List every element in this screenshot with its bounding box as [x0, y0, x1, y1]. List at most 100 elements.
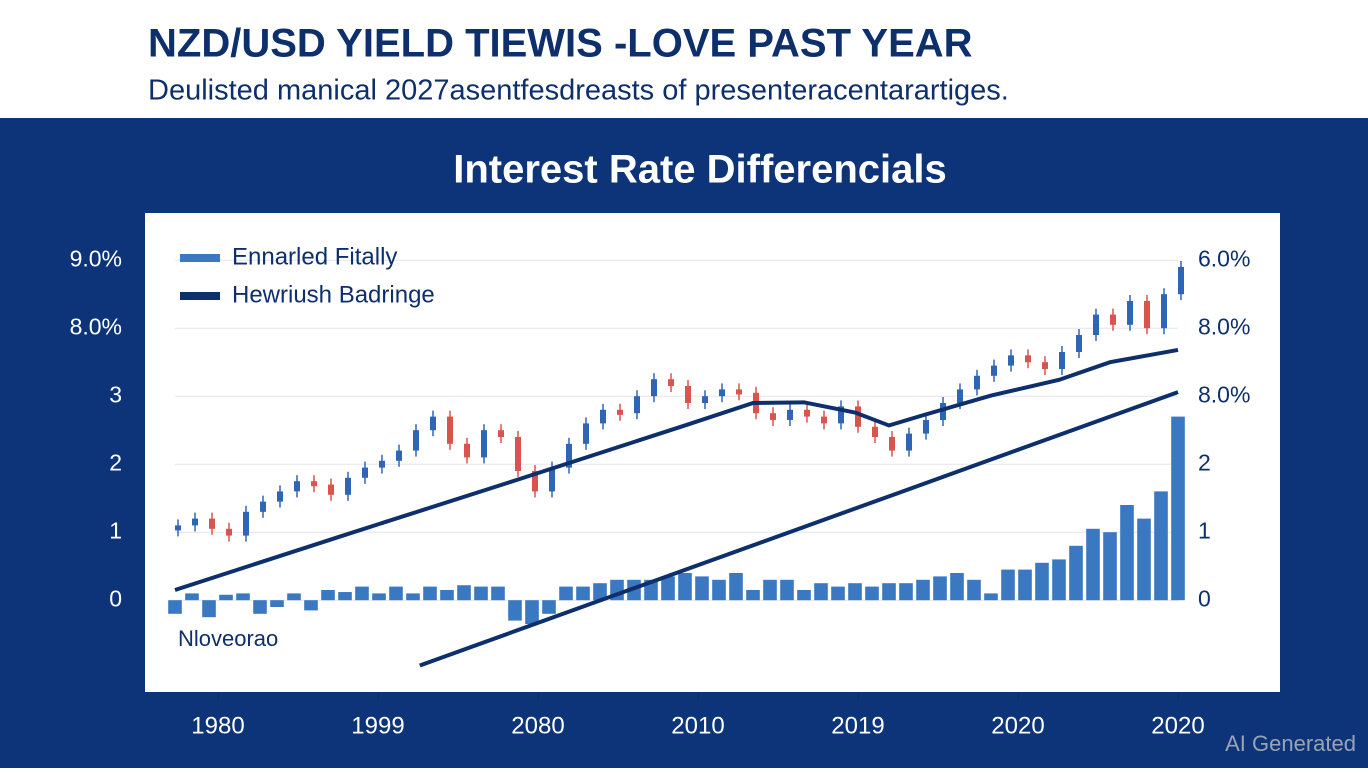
bar	[933, 576, 947, 601]
y2-tick-label: 8.0%	[1198, 313, 1250, 339]
candle	[906, 433, 912, 451]
bar	[406, 593, 420, 601]
y-tick-label: 0	[109, 585, 122, 611]
candle	[1161, 294, 1167, 329]
candle	[1025, 355, 1031, 363]
candle	[498, 430, 504, 437]
candle	[1178, 267, 1184, 295]
bar	[372, 593, 386, 601]
bar	[304, 600, 318, 611]
y-tick-label: 3	[109, 381, 122, 407]
bar	[712, 579, 726, 601]
bar	[270, 600, 284, 607]
bar	[899, 583, 913, 601]
x-tick-label: 1999	[351, 712, 404, 739]
bar	[1137, 518, 1151, 601]
candle	[685, 386, 691, 403]
bar	[457, 585, 471, 601]
y2-tick-label: 1	[1198, 517, 1211, 543]
candle	[1059, 352, 1065, 369]
bar	[1001, 569, 1015, 601]
candle	[651, 379, 657, 397]
header-bg	[0, 0, 1368, 118]
candle	[668, 379, 674, 386]
candle	[804, 409, 810, 417]
y-tick-label: 9.0%	[70, 245, 122, 271]
bar	[253, 600, 267, 614]
bar	[678, 573, 692, 601]
candle	[362, 467, 368, 478]
bar	[1018, 569, 1032, 601]
bar	[287, 593, 301, 601]
candle	[226, 528, 232, 536]
bar	[746, 590, 760, 601]
candle	[464, 443, 470, 458]
bar	[202, 600, 216, 618]
candle	[1110, 314, 1116, 325]
bar	[168, 600, 182, 614]
candle	[566, 443, 572, 468]
bar	[831, 586, 845, 601]
bar	[389, 586, 403, 601]
candle	[634, 396, 640, 414]
candle	[515, 437, 521, 471]
bar	[1154, 491, 1168, 601]
candle	[328, 484, 334, 495]
y-tick-label: 2	[109, 449, 122, 475]
y-tick-label: 8.0%	[70, 313, 122, 339]
bar	[814, 583, 828, 601]
plot-panel	[145, 213, 1280, 692]
candle	[379, 460, 385, 468]
candle	[413, 430, 419, 451]
trend-line	[419, 390, 1179, 668]
bar	[1171, 416, 1185, 601]
bar	[780, 579, 794, 601]
y2-tick-label: 0	[1198, 585, 1211, 611]
candle	[957, 389, 963, 403]
bar	[440, 590, 454, 601]
bar	[1086, 528, 1100, 601]
candle	[260, 501, 266, 512]
y2-tick-label: 6.0%	[1198, 245, 1250, 271]
candle	[430, 416, 436, 431]
candle	[991, 365, 997, 376]
candle	[192, 518, 198, 526]
bar	[882, 583, 896, 601]
candle	[1144, 301, 1150, 329]
bar	[916, 579, 930, 601]
candle	[719, 389, 725, 397]
bar	[236, 593, 250, 601]
candle	[770, 413, 776, 420]
bar	[1035, 562, 1049, 601]
bar	[695, 576, 709, 601]
bar	[576, 586, 590, 601]
candle	[617, 409, 623, 415]
bar	[967, 579, 981, 601]
candle	[1008, 355, 1014, 366]
candle	[481, 430, 487, 458]
bar	[491, 586, 505, 601]
candle	[1127, 301, 1133, 325]
x-tick-label: 1980	[191, 712, 244, 739]
candle	[923, 420, 929, 434]
y-tick-label: 1	[109, 517, 122, 543]
x-tick-label: 2010	[671, 712, 724, 739]
candle	[243, 511, 249, 536]
candle	[889, 437, 895, 451]
candle	[549, 467, 555, 492]
candle	[736, 389, 742, 395]
candle	[209, 518, 215, 529]
candle	[1076, 335, 1082, 352]
annotation: Nloveorao	[178, 626, 278, 651]
bar	[763, 579, 777, 601]
bar	[950, 573, 964, 601]
candle	[821, 416, 827, 424]
bar	[729, 573, 743, 601]
bar	[1103, 532, 1117, 601]
bar	[984, 593, 998, 601]
bar	[542, 600, 556, 614]
candle	[1093, 314, 1099, 335]
candle	[855, 406, 861, 427]
bar	[355, 586, 369, 601]
